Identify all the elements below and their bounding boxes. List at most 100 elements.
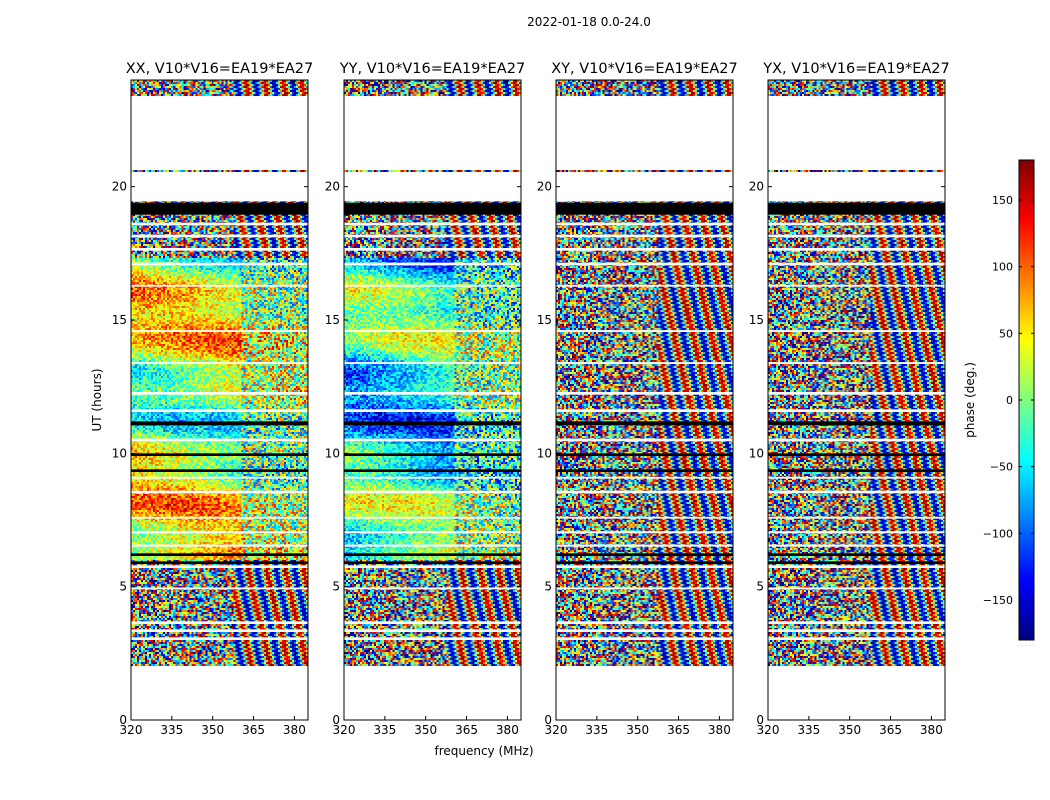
xtick-label-xy-365: 365 bbox=[667, 723, 690, 737]
ytick-label-yy-20: 20 bbox=[325, 180, 340, 194]
ytick-label-xx-15: 15 bbox=[112, 313, 127, 327]
flag-white-yy-19 bbox=[344, 629, 521, 632]
figure-suptitle: 2022-01-18 0.0-24.0 bbox=[527, 15, 651, 29]
flag-black-yy-3 bbox=[344, 469, 521, 472]
ytick-label-yy-10: 10 bbox=[325, 446, 340, 460]
flag-black-yx-5 bbox=[768, 561, 945, 564]
flag-white-xy-2 bbox=[556, 234, 733, 238]
colorbar-tick-label-150: 150 bbox=[992, 194, 1013, 207]
ytick-label-yx-5: 5 bbox=[756, 580, 764, 594]
panel-title-yy: YY, V10*V16=EA19*EA27 bbox=[339, 61, 525, 77]
panel-title-yx: YX, V10*V16=EA19*EA27 bbox=[762, 61, 949, 77]
flag-white-xy-11 bbox=[556, 476, 733, 479]
ytick-label-yx-15: 15 bbox=[749, 313, 764, 327]
flag-white-yy-17 bbox=[344, 587, 521, 590]
flag-white-yx-4 bbox=[768, 262, 945, 266]
xtick-label-yx-350: 350 bbox=[838, 723, 861, 737]
xtick-label-yx-380: 380 bbox=[920, 723, 943, 737]
flag-white-xx-3 bbox=[131, 248, 308, 251]
flag-white-yy-11 bbox=[344, 476, 521, 479]
xtick-label-xy-335: 335 bbox=[585, 723, 608, 737]
panel-xy: XY, V10*V16=EA19*EA27 320 335 350 365 380 0 5 10… bbox=[537, 61, 738, 737]
flag-white-yx-3 bbox=[768, 248, 945, 251]
flag-white-xx-18 bbox=[131, 621, 308, 624]
flag-black-xx-1 bbox=[131, 421, 308, 426]
flag-white-yx-1 bbox=[768, 222, 945, 226]
flag-white-yy-14 bbox=[344, 531, 521, 534]
colorbar-tick-label--150: −150 bbox=[983, 594, 1013, 607]
flag-white-yx-12 bbox=[768, 490, 945, 494]
ytick-label-xy-15: 15 bbox=[537, 313, 552, 327]
flag-black-xx-5 bbox=[131, 561, 308, 564]
axes-frame-xx bbox=[130, 79, 309, 721]
xtick-label-xy-350: 350 bbox=[626, 723, 649, 737]
xtick-label-xx-380: 380 bbox=[283, 723, 306, 737]
flag-white-yx-18 bbox=[768, 621, 945, 624]
ytick-label-xy-5: 5 bbox=[544, 580, 552, 594]
flag-white-yx-8 bbox=[768, 392, 945, 395]
flag-white-yx-13 bbox=[768, 516, 945, 519]
flag-black-xy-1 bbox=[556, 421, 733, 426]
flag-white-yy-5 bbox=[344, 284, 521, 287]
flag-black-yy-4 bbox=[344, 553, 521, 556]
flag-white-yx-15 bbox=[768, 544, 945, 547]
panel-title-xx: XX, V10*V16=EA19*EA27 bbox=[126, 61, 314, 77]
panel-xx: XX, V10*V16=EA19*EA27 320 335 350 365 380 0 5 10… bbox=[112, 61, 314, 737]
y-axis-label: UT (hours) bbox=[90, 368, 104, 431]
flag-white-xx-6 bbox=[131, 330, 308, 332]
flag-white-xx-7 bbox=[131, 362, 308, 364]
xtick-label-yy-365: 365 bbox=[455, 723, 478, 737]
xtick-label-xx-320: 320 bbox=[120, 723, 143, 737]
ytick-label-yx-20: 20 bbox=[749, 180, 764, 194]
flag-black-yy-1 bbox=[344, 421, 521, 426]
flag-white-yy-10 bbox=[344, 438, 521, 442]
panel-yx: YX, V10*V16=EA19*EA27 320 335 350 365 380 0 5 10… bbox=[749, 61, 950, 737]
colorbar-tick-label-0: 0 bbox=[1006, 394, 1013, 407]
flag-black-yx-4 bbox=[768, 553, 945, 556]
flag-black-xx-0 bbox=[131, 202, 308, 215]
flag-white-xx-4 bbox=[131, 262, 308, 266]
ytick-label-yy-15: 15 bbox=[325, 313, 340, 327]
xtick-label-yy-350: 350 bbox=[414, 723, 437, 737]
flag-white-xy-8 bbox=[556, 392, 733, 395]
flag-white-xy-14 bbox=[556, 531, 733, 534]
ytick-label-xx-10: 10 bbox=[112, 446, 127, 460]
flag-white-xy-1 bbox=[556, 222, 733, 226]
flag-black-xx-3 bbox=[131, 469, 308, 472]
flag-white-xy-5 bbox=[556, 284, 733, 287]
x-axis-label: frequency (MHz) bbox=[434, 744, 533, 758]
flag-white-yx-2 bbox=[768, 234, 945, 238]
flag-white-xy-12 bbox=[556, 490, 733, 494]
flag-white-yy-4 bbox=[344, 262, 521, 266]
xtick-label-xy-380: 380 bbox=[708, 723, 731, 737]
flag-white-xx-8 bbox=[131, 392, 308, 395]
xtick-label-yx-335: 335 bbox=[797, 723, 820, 737]
flag-white-yx-17 bbox=[768, 587, 945, 590]
ytick-label-yy-5: 5 bbox=[332, 580, 340, 594]
colorbar-tick-label-100: 100 bbox=[992, 261, 1013, 274]
flag-white-xx-10 bbox=[131, 438, 308, 442]
flag-white-xx-16 bbox=[131, 565, 308, 568]
flag-white-yy-9 bbox=[344, 409, 521, 412]
flag-white-xy-9 bbox=[556, 409, 733, 412]
flag-white-yy-0 bbox=[344, 172, 521, 202]
xtick-label-yy-380: 380 bbox=[496, 723, 519, 737]
flag-white-yx-16 bbox=[768, 565, 945, 568]
flag-white-xy-20 bbox=[556, 637, 733, 640]
xtick-label-xy-320: 320 bbox=[545, 723, 568, 737]
flag-white-xx-20 bbox=[131, 637, 308, 640]
ytick-label-xy-20: 20 bbox=[537, 180, 552, 194]
flag-white-yy-7 bbox=[344, 362, 521, 364]
panels-group: XX, V10*V16=EA19*EA27 320 335 350 365 380 0 5 10… bbox=[112, 61, 950, 737]
colorbar-label: phase (deg.) bbox=[963, 362, 977, 438]
flag-white-xx-15 bbox=[131, 544, 308, 547]
flag-white-xy-13 bbox=[556, 516, 733, 519]
flag-white-xy-19 bbox=[556, 629, 733, 632]
ytick-label-xx-0: 0 bbox=[119, 713, 127, 727]
flag-white-xx-12 bbox=[131, 490, 308, 494]
ytick-label-yy-0: 0 bbox=[332, 713, 340, 727]
flag-white-yx-19 bbox=[768, 629, 945, 632]
flag-white-yx-0 bbox=[768, 172, 945, 202]
flag-white-xx-17 bbox=[131, 587, 308, 590]
